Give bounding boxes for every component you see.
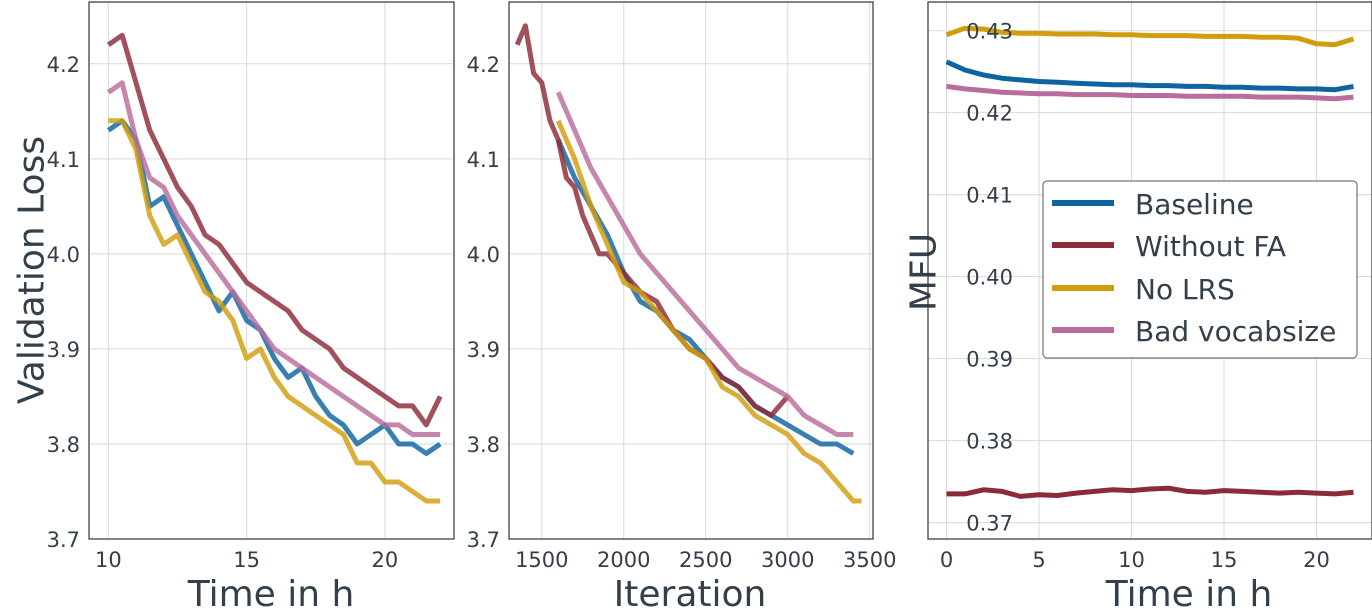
x-tick-label: 1500 bbox=[515, 548, 568, 572]
y-axis-label: Validation Loss bbox=[12, 136, 53, 404]
plot-frame bbox=[508, 1, 874, 540]
x-tick-label: 15 bbox=[1211, 548, 1238, 572]
y-tick-label: 0.42 bbox=[966, 102, 1013, 126]
y-tick-label: 4.1 bbox=[467, 148, 500, 172]
panel-validation-loss-vs-iteration: Iteration 3.7 3.8 3.9 4.0 4.1 4.2 1500 2000 2500… bbox=[467, 1, 896, 614]
series-line-without-fa bbox=[106, 32, 443, 428]
y-tick-label: 3.9 bbox=[467, 338, 500, 362]
x-tick-label: 20 bbox=[1303, 548, 1330, 572]
legend-label-without-fa: Without FA bbox=[1135, 230, 1286, 263]
x-tick-label: 20 bbox=[372, 548, 399, 572]
x-axis-label: Iteration bbox=[614, 574, 767, 614]
x-tick-label: 0 bbox=[940, 548, 953, 572]
series-line-bad-vocabsize bbox=[946, 83, 1354, 102]
x-tick-label: 2000 bbox=[597, 548, 650, 572]
x-tick-label: 2500 bbox=[679, 548, 732, 572]
y-tick-label: 4.0 bbox=[467, 243, 500, 267]
x-tick-label: 3500 bbox=[843, 548, 896, 572]
legend-item-bad-vocabsize: Bad vocabsize bbox=[1052, 315, 1336, 348]
series-line-bad-vocabsize bbox=[555, 91, 854, 437]
legend-item-no-lrs: No LRS bbox=[1052, 273, 1235, 306]
y-tick-label: 3.7 bbox=[47, 528, 80, 552]
x-tick-label: 3000 bbox=[761, 548, 814, 572]
y-tick-label: 3.8 bbox=[467, 433, 500, 457]
x-tick-label: 10 bbox=[95, 548, 122, 572]
x-tick-label: 5 bbox=[1032, 548, 1045, 572]
legend: Baseline Without FA No LRS Bad vocabsize bbox=[1042, 180, 1358, 359]
y-tick-label: 3.9 bbox=[47, 338, 80, 362]
legend-label-no-lrs: No LRS bbox=[1135, 273, 1235, 306]
x-tick-label: 15 bbox=[233, 548, 260, 572]
series-line-baseline bbox=[106, 118, 442, 456]
series-line-bad-vocabsize bbox=[106, 80, 441, 437]
series-line-no-lrs bbox=[108, 118, 441, 504]
series-line-no-lrs bbox=[945, 25, 1355, 48]
plot-frame bbox=[927, 1, 1372, 540]
series-line-without-fa bbox=[514, 23, 790, 418]
x-tick-label: 10 bbox=[1118, 548, 1145, 572]
series-line-no-lrs bbox=[555, 119, 862, 504]
x-axis-label: Time in h bbox=[187, 574, 355, 614]
y-tick-label: 0.39 bbox=[966, 348, 1013, 372]
y-tick-label: 3.7 bbox=[467, 528, 500, 552]
panel-mfu-vs-time: Time in h MFU 0.37 0.38 0.39 0.40 0.41 0.42 0.… bbox=[904, 1, 1372, 614]
y-tick-label: 4.2 bbox=[47, 53, 80, 77]
legend-label-bad-vocabsize: Bad vocabsize bbox=[1135, 315, 1336, 348]
y-tick-label: 3.8 bbox=[47, 433, 80, 457]
y-tick-label: 0.40 bbox=[966, 266, 1013, 290]
y-tick-label: 4.0 bbox=[47, 243, 80, 267]
series-line-without-fa bbox=[946, 485, 1354, 499]
y-tick-label: 0.38 bbox=[966, 430, 1013, 454]
plot-frame bbox=[88, 1, 455, 540]
legend-frame bbox=[1042, 180, 1358, 359]
panel-validation-loss-vs-time: Time in h Validation Loss 3.7 3.8 3.9 4.0 4.… bbox=[12, 1, 455, 614]
x-axis-label: Time in h bbox=[1105, 574, 1273, 614]
series-line-baseline bbox=[945, 59, 1354, 93]
legend-item-baseline: Baseline bbox=[1052, 188, 1254, 221]
legend-item-without-fa: Without FA bbox=[1052, 230, 1286, 263]
y-tick-label: 0.41 bbox=[966, 184, 1013, 208]
y-tick-label: 4.1 bbox=[47, 148, 80, 172]
y-tick-label: 0.37 bbox=[966, 512, 1013, 536]
legend-label-baseline: Baseline bbox=[1135, 188, 1254, 221]
y-tick-label: 0.43 bbox=[966, 20, 1013, 44]
y-tick-label: 4.2 bbox=[467, 53, 500, 77]
y-axis-label: MFU bbox=[904, 233, 945, 311]
